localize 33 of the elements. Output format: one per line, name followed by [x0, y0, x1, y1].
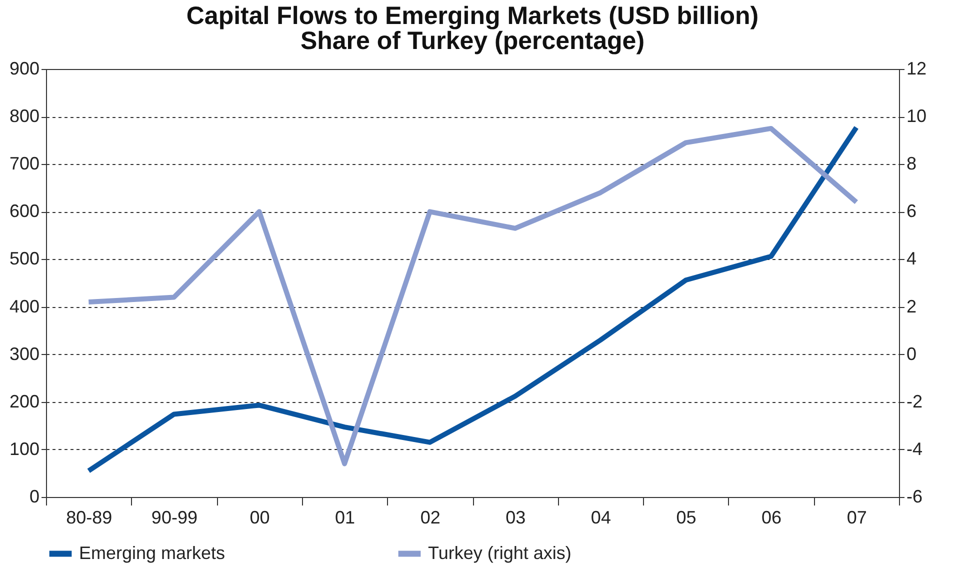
y2-tick-label: 6 [906, 201, 917, 222]
y-tick-label: 200 [9, 391, 40, 412]
y-tick-label: 700 [9, 154, 40, 174]
x-tick-label: 02 [420, 508, 440, 528]
y-tick-label: 500 [9, 248, 40, 269]
y-tick-label: 300 [9, 344, 40, 364]
x-tick-label: 90-99 [151, 508, 198, 528]
x-tick-label: 00 [250, 508, 270, 528]
x-tick-label: 01 [335, 508, 356, 528]
y2-tick-label: -6 [906, 486, 923, 506]
y2-tick-label: 4 [906, 248, 917, 269]
y2-tick-label: -2 [906, 391, 923, 412]
y-tick-label: 800 [9, 106, 40, 126]
x-tick-label: 05 [676, 508, 696, 528]
y2-tick-label: 10 [906, 106, 927, 126]
x-tick-label: 03 [506, 508, 526, 528]
x-tick-label: 80-89 [66, 508, 112, 528]
y2-tick-label: -4 [906, 438, 923, 459]
x-tick-label: 04 [590, 508, 611, 528]
y2-tick-label: 12 [906, 58, 927, 78]
y-tick-label: 100 [9, 438, 40, 459]
y-tick-label: 600 [9, 201, 40, 222]
x-tick-label: 07 [846, 508, 867, 528]
x-tick-label: 06 [762, 508, 782, 528]
y2-tick-label: 2 [906, 296, 917, 316]
y-tick-label: 400 [9, 296, 40, 316]
chart-title: Capital Flows to Emerging Markets (USD billion) [186, 2, 759, 30]
y-tick-label: 0 [29, 486, 40, 506]
legend-label: Turkey (right axis) [428, 542, 572, 563]
y2-tick-label: 0 [906, 344, 917, 364]
y-tick-label: 900 [9, 58, 40, 78]
y2-tick-label: 8 [906, 154, 917, 174]
legend-label: Emerging markets [79, 542, 226, 563]
